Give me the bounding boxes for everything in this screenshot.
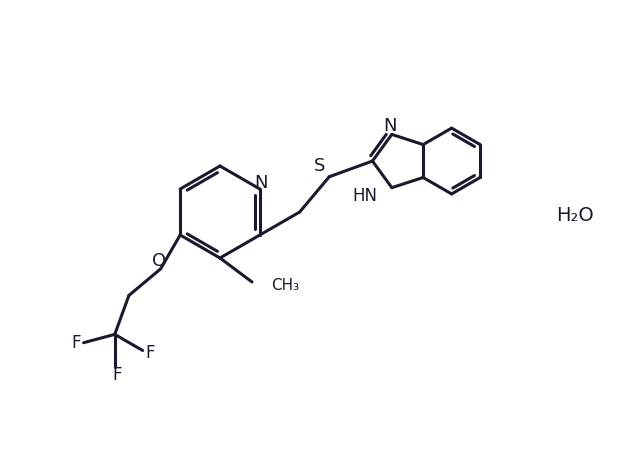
Text: N: N [254,174,268,192]
Text: F: F [146,345,156,362]
Text: F: F [71,334,81,352]
Text: O: O [152,252,166,270]
Text: H₂O: H₂O [556,205,594,225]
Text: HN: HN [353,187,378,204]
Text: CH₃: CH₃ [271,277,299,292]
Text: N: N [383,118,397,135]
Text: S: S [314,157,325,175]
Text: F: F [112,366,122,384]
